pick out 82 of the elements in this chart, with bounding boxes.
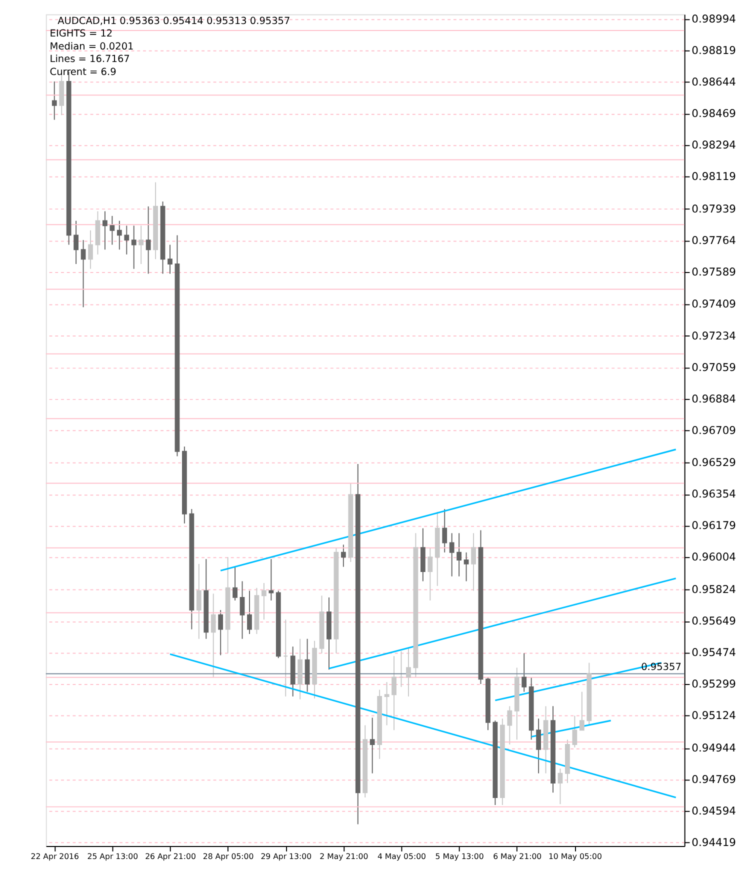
y-tick-label: 0.95299 <box>692 678 736 691</box>
candlestick <box>240 580 245 640</box>
x-tick-label: 25 Apr 13:00 <box>87 852 138 862</box>
candlestick <box>449 532 454 577</box>
candlestick <box>210 593 216 678</box>
annotation: Current = 6.9 <box>50 66 116 78</box>
y-tick-label: 0.95474 <box>692 646 736 660</box>
x-tick-label: 5 May 13:00 <box>435 852 484 862</box>
y-tick-label: 0.98644 <box>692 75 736 88</box>
x-tick-label: 2 May 21:00 <box>320 852 368 862</box>
x-tick-label: 6 May 21:00 <box>493 852 542 862</box>
y-tick-label: 0.97409 <box>692 298 736 311</box>
candlestick <box>80 240 86 308</box>
candlestick <box>168 244 172 274</box>
candlestick <box>138 225 144 264</box>
candlestick <box>507 706 512 746</box>
candlestick <box>95 210 100 255</box>
candlestick <box>196 563 202 640</box>
x-tick-label: 26 Apr 21:00 <box>145 852 196 862</box>
candlestick <box>131 225 136 270</box>
y-tick-label: 0.94769 <box>692 773 736 786</box>
y-tick-label: 0.98819 <box>692 44 736 57</box>
candlestick <box>116 220 122 250</box>
candlestick <box>247 590 252 634</box>
candlestick <box>268 558 274 601</box>
y-tick-label: 0.97234 <box>692 329 736 342</box>
y-tick-label: 0.98994 <box>692 12 736 26</box>
y-tick-label: 0.95124 <box>692 709 736 722</box>
y-tick-label: 0.96004 <box>692 550 736 564</box>
y-tick-label: 0.97059 <box>692 360 736 374</box>
y-tick-label: 0.98119 <box>692 170 736 183</box>
y-tick-label: 0.98294 <box>692 138 736 152</box>
y-tick-label: 0.96529 <box>692 456 736 470</box>
y-tick-label: 0.96709 <box>692 424 736 437</box>
candlestick <box>464 552 469 582</box>
candlestick <box>262 582 266 620</box>
candlestick <box>110 215 115 246</box>
y-tick-label: 0.95649 <box>692 614 736 628</box>
y-tick-label: 0.97939 <box>692 202 736 216</box>
chart-title: AUDCAD,H1 0.95363 0.95414 0.95313 0.95357 <box>58 16 290 28</box>
candlestick <box>384 682 390 726</box>
candlestick <box>471 532 476 592</box>
candlestick <box>392 656 396 731</box>
annotation: Lines = 16.7167 <box>50 54 130 66</box>
candlestick <box>406 648 411 697</box>
y-tick-label: 0.94594 <box>692 804 736 818</box>
x-tick-label: 4 May 05:00 <box>377 852 426 862</box>
ref-line-label: 0.95357 <box>641 662 682 673</box>
x-tick-label: 29 Apr 13:00 <box>260 852 312 862</box>
y-tick-label: 0.94419 <box>692 836 736 850</box>
candlestick <box>428 547 433 601</box>
candlestick <box>124 225 130 255</box>
y-tick-label: 0.98469 <box>692 106 736 120</box>
candlestick <box>88 230 93 270</box>
candlestick <box>218 610 224 656</box>
candlestick <box>74 220 78 264</box>
candlestick <box>579 691 584 731</box>
y-tick-label: 0.96179 <box>692 519 736 532</box>
candlestick <box>456 532 462 577</box>
candlestick <box>522 652 527 692</box>
y-tick-label: 0.96354 <box>692 488 736 501</box>
candlestick <box>52 80 57 120</box>
candlestick <box>370 717 375 774</box>
x-tick-label: 10 May 05:00 <box>548 852 602 862</box>
candlestick <box>146 206 151 274</box>
x-tick-label: 28 Apr 05:00 <box>202 852 254 862</box>
y-tick-label: 0.97764 <box>692 234 736 247</box>
x-tick-label: 22 Apr 2016 <box>30 852 80 862</box>
y-tick-label: 0.94944 <box>692 742 736 755</box>
annotation: Median = 0.0201 <box>50 41 134 52</box>
candlestick <box>340 544 346 568</box>
candlestick <box>420 528 426 582</box>
candlestick <box>102 210 108 250</box>
candlestick <box>232 566 238 601</box>
candlestick <box>572 715 578 748</box>
candlestick <box>442 508 448 553</box>
candlestick <box>536 718 541 774</box>
y-tick-label: 0.97589 <box>692 265 736 278</box>
y-tick-label: 0.95824 <box>692 583 736 596</box>
y-tick-label: 0.96884 <box>692 392 736 406</box>
candlestick <box>558 768 563 805</box>
annotation: EIGHTS = 12 <box>50 28 113 40</box>
